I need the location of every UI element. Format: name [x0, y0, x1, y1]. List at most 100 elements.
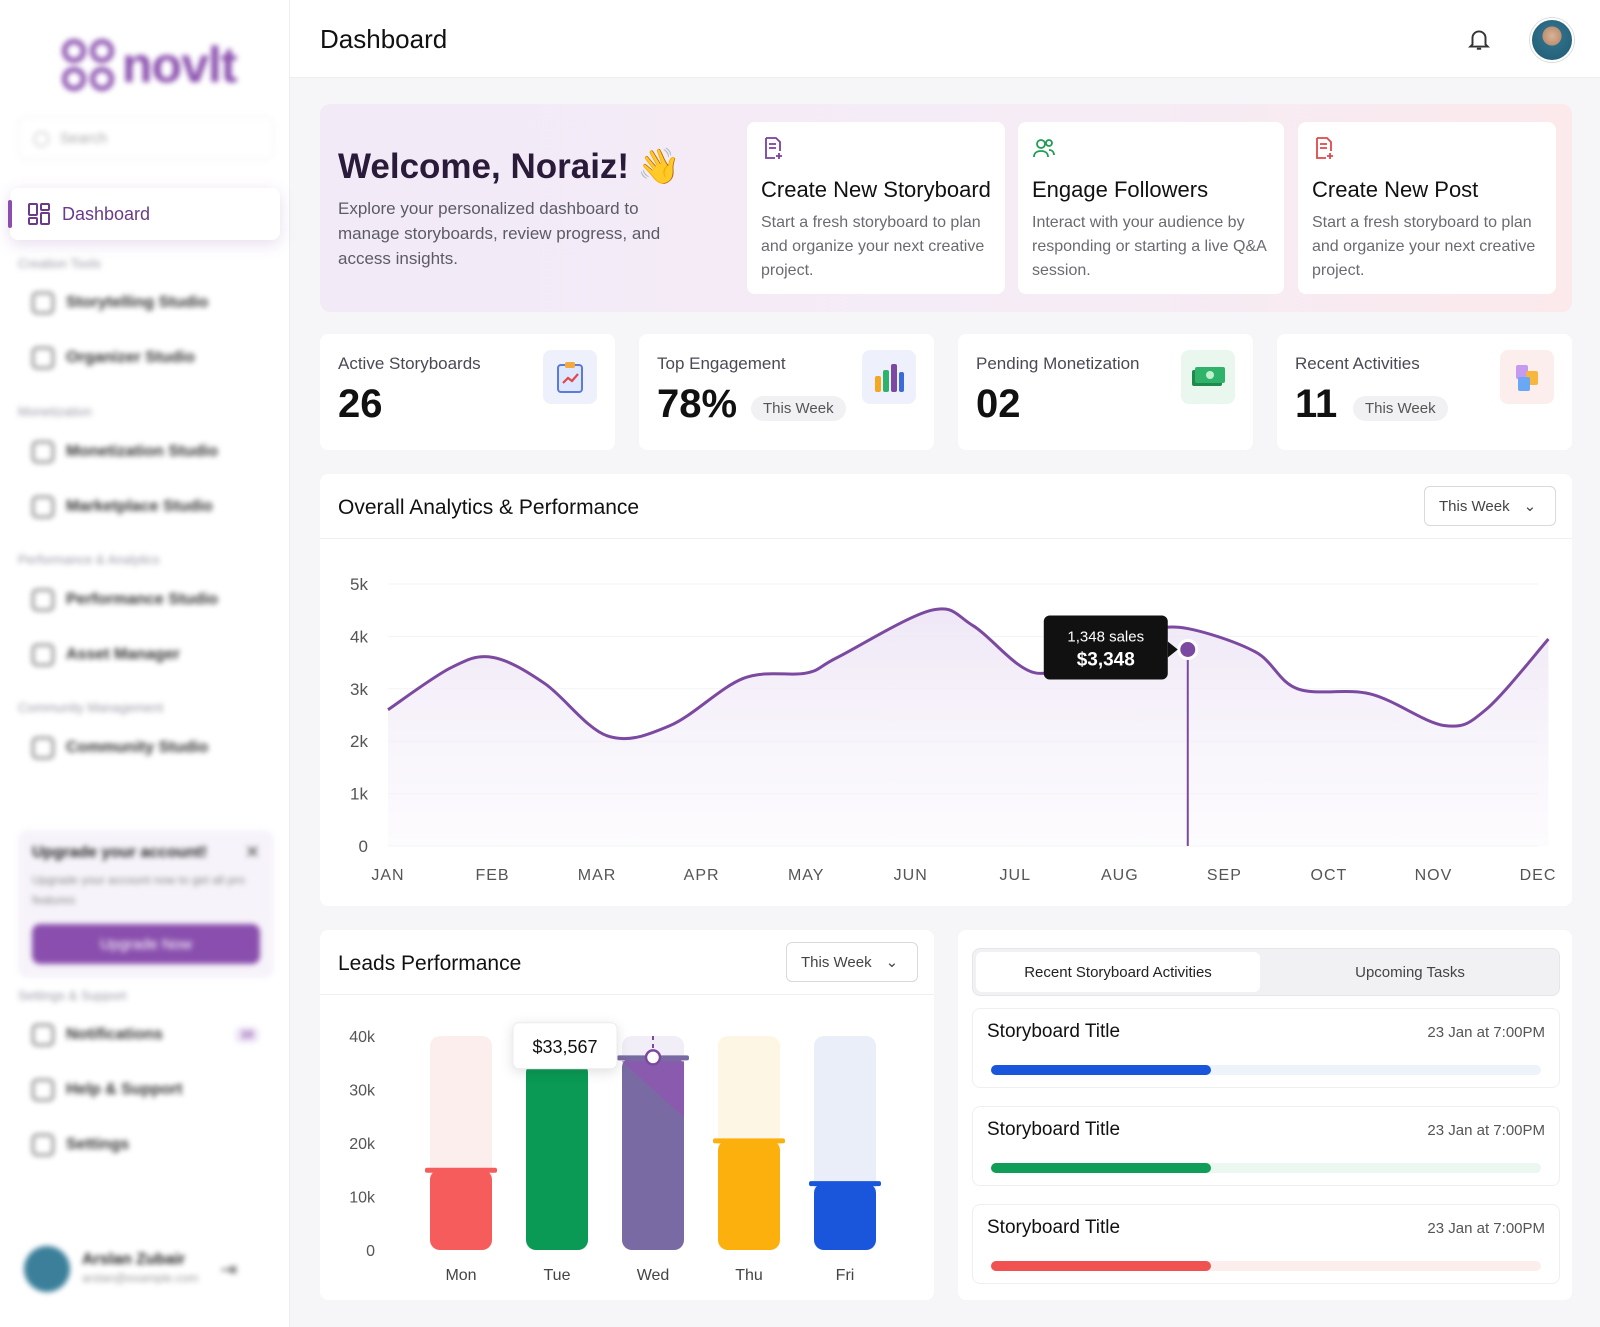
sidebar-item-label: Community Studio — [66, 739, 209, 756]
sidebar-item-label: Monetization Studio — [66, 443, 218, 460]
bar[interactable] — [814, 1183, 876, 1250]
sidebar-item-label: Dashboard — [62, 203, 151, 224]
logout-icon[interactable]: ⇥ — [220, 1258, 237, 1281]
x-tick-label: MAR — [578, 867, 617, 884]
sidebar-item-asset-manager[interactable]: Asset Manager — [32, 644, 180, 666]
engage-followers-card[interactable]: Engage Followers Interact with your audi… — [1018, 122, 1284, 294]
sidebar-item-label: Notifications — [66, 1026, 163, 1043]
sidebar-item-dashboard[interactable]: Dashboard — [8, 188, 280, 240]
upgrade-now-button[interactable]: Upgrade Now — [32, 924, 260, 964]
search-placeholder: Search — [59, 129, 108, 147]
sidebar-item-storytelling-studio[interactable]: Storytelling Studio — [32, 292, 208, 314]
cubes-icon — [1500, 350, 1554, 404]
waving-hand-icon: 👋 — [637, 147, 681, 186]
y-tick-label: 20k — [349, 1136, 376, 1153]
x-tick-label: JUN — [894, 867, 928, 884]
bar[interactable] — [526, 1062, 588, 1250]
user-name: Arslan Zubair — [82, 1251, 186, 1268]
progress-track — [991, 1163, 1541, 1173]
sidebar-item-settings[interactable]: Settings — [32, 1134, 129, 1156]
y-tick-label: 30k — [349, 1083, 376, 1100]
bar-cap — [809, 1181, 881, 1187]
stat-label: Pending Monetization — [976, 354, 1140, 373]
money-icon — [32, 441, 54, 463]
logo[interactable]: novlt — [62, 36, 237, 94]
chevron-down-icon: ⌄ — [885, 954, 899, 971]
tooltip-sales: 1,348 sales — [1067, 629, 1144, 646]
x-tick-label: Wed — [637, 1267, 670, 1284]
stat-card-active-storyboards[interactable]: Active Storyboards 26 — [320, 334, 615, 450]
period-badge: This Week — [751, 396, 846, 421]
sidebar: novlt ◯ Search Creation Tools Storytelli… — [0, 0, 290, 1327]
logo-text: novlt — [122, 37, 237, 93]
close-icon[interactable]: ✕ — [244, 842, 260, 862]
document-plus-icon — [765, 137, 782, 159]
sidebar-item-community-studio[interactable]: Community Studio — [32, 737, 208, 759]
sidebar-item-organizer-studio[interactable]: Organizer Studio — [32, 347, 195, 369]
panel-title: Leads Performance — [338, 952, 522, 975]
stat-value: 11 — [1295, 382, 1338, 426]
bar[interactable] — [430, 1169, 492, 1250]
x-tick-label: NOV — [1415, 867, 1453, 884]
bar[interactable] — [718, 1140, 780, 1250]
card-text: Start a fresh storyboard to plan and org… — [761, 214, 985, 279]
tooltip-amount: $3,348 — [1077, 650, 1135, 671]
avatar — [24, 1246, 70, 1292]
y-tick-label: 1k — [350, 785, 368, 804]
sidebar-item-performance-studio[interactable]: Performance Studio — [32, 589, 218, 611]
tab-upcoming-tasks[interactable]: Upcoming Tasks — [1355, 963, 1465, 981]
sidebar-item-label: Storytelling Studio — [66, 294, 209, 311]
avatar[interactable] — [1530, 18, 1574, 62]
y-tick-label: 5k — [350, 575, 368, 594]
user-profile[interactable]: Arslan Zubair arslan@example.com ⇥ — [24, 1246, 237, 1292]
progress-fill — [991, 1163, 1211, 1173]
stat-label: Active Storyboards — [338, 354, 481, 373]
y-tick-label: 4k — [350, 627, 368, 646]
bell-icon[interactable] — [1466, 26, 1492, 52]
document-plus-icon — [1316, 137, 1333, 159]
sidebar-item-notifications[interactable]: Notifications 10 — [32, 1024, 260, 1046]
period-badge: This Week — [1353, 396, 1448, 421]
chart-icon — [32, 589, 54, 611]
activity-item[interactable]: Storyboard Title 23 Jan at 7:00PM — [972, 1008, 1560, 1088]
stat-card-top-engagement[interactable]: Top Engagement 78% This Week — [639, 334, 934, 450]
sidebar-group-label: Community Management — [18, 700, 164, 715]
sidebar-item-monetization-studio[interactable]: Monetization Studio — [32, 441, 218, 463]
gear-icon — [32, 1134, 54, 1156]
period-dropdown[interactable]: This Week ⌄ — [786, 942, 918, 982]
sidebar-item-label: Organizer Studio — [66, 349, 195, 366]
clipboard-chart-icon — [543, 350, 597, 404]
bar[interactable] — [622, 1057, 684, 1250]
card-title: Create New Storyboard — [761, 177, 991, 202]
x-tick-label: MAY — [788, 867, 824, 884]
logo-mark-icon — [62, 39, 114, 91]
sidebar-item-label: Marketplace Studio — [66, 498, 213, 515]
create-post-card[interactable]: Create New Post Start a fresh storyboard… — [1298, 122, 1556, 294]
sidebar-item-marketplace-studio[interactable]: Marketplace Studio — [32, 496, 213, 518]
highlight-point[interactable] — [1177, 639, 1199, 660]
activities-panel: Recent Storyboard Activities Upcoming Ta… — [958, 930, 1572, 1300]
create-storyboard-card[interactable]: Create New Storyboard Start a fresh stor… — [747, 122, 1005, 294]
leads-bar-chart: 0 10k 20k 30k 40k Mon Tue Wed Thu Fri $33,567 — [349, 1022, 881, 1284]
divider — [320, 994, 934, 995]
period-dropdown[interactable]: This Week ⌄ — [1424, 486, 1556, 526]
x-tick-label: Tue — [544, 1267, 571, 1284]
activity-item[interactable]: Storyboard Title 23 Jan at 7:00PM — [972, 1106, 1560, 1186]
y-tick-label: 0 — [366, 1243, 375, 1260]
sidebar-item-help-support[interactable]: Help & Support — [32, 1079, 182, 1101]
analytics-panel: Overall Analytics & Performance This Wee… — [320, 474, 1572, 906]
stat-value: 78% — [657, 382, 738, 426]
dropdown-value: This Week — [801, 953, 872, 971]
stat-card-recent-activities[interactable]: Recent Activities 11 This Week — [1277, 334, 1572, 450]
welcome-title: Welcome, Noraiz! 👋 — [338, 146, 681, 187]
highlight-point[interactable] — [644, 1049, 662, 1066]
stat-card-pending-monetization[interactable]: Pending Monetization 02 — [958, 334, 1253, 450]
tab-recent-storyboard-activities[interactable]: Recent Storyboard Activities — [976, 952, 1260, 992]
sidebar-group-label: Performance & Analytics — [18, 552, 160, 567]
x-tick-label: Thu — [735, 1267, 763, 1284]
stat-value: 26 — [338, 382, 383, 426]
activity-date: 23 Jan at 7:00PM — [1427, 1024, 1545, 1041]
sidebar-search-input[interactable]: ◯ Search — [18, 116, 274, 160]
sidebar-group-label: Creation Tools — [18, 256, 101, 271]
activity-item[interactable]: Storyboard Title 23 Jan at 7:00PM — [972, 1204, 1560, 1284]
